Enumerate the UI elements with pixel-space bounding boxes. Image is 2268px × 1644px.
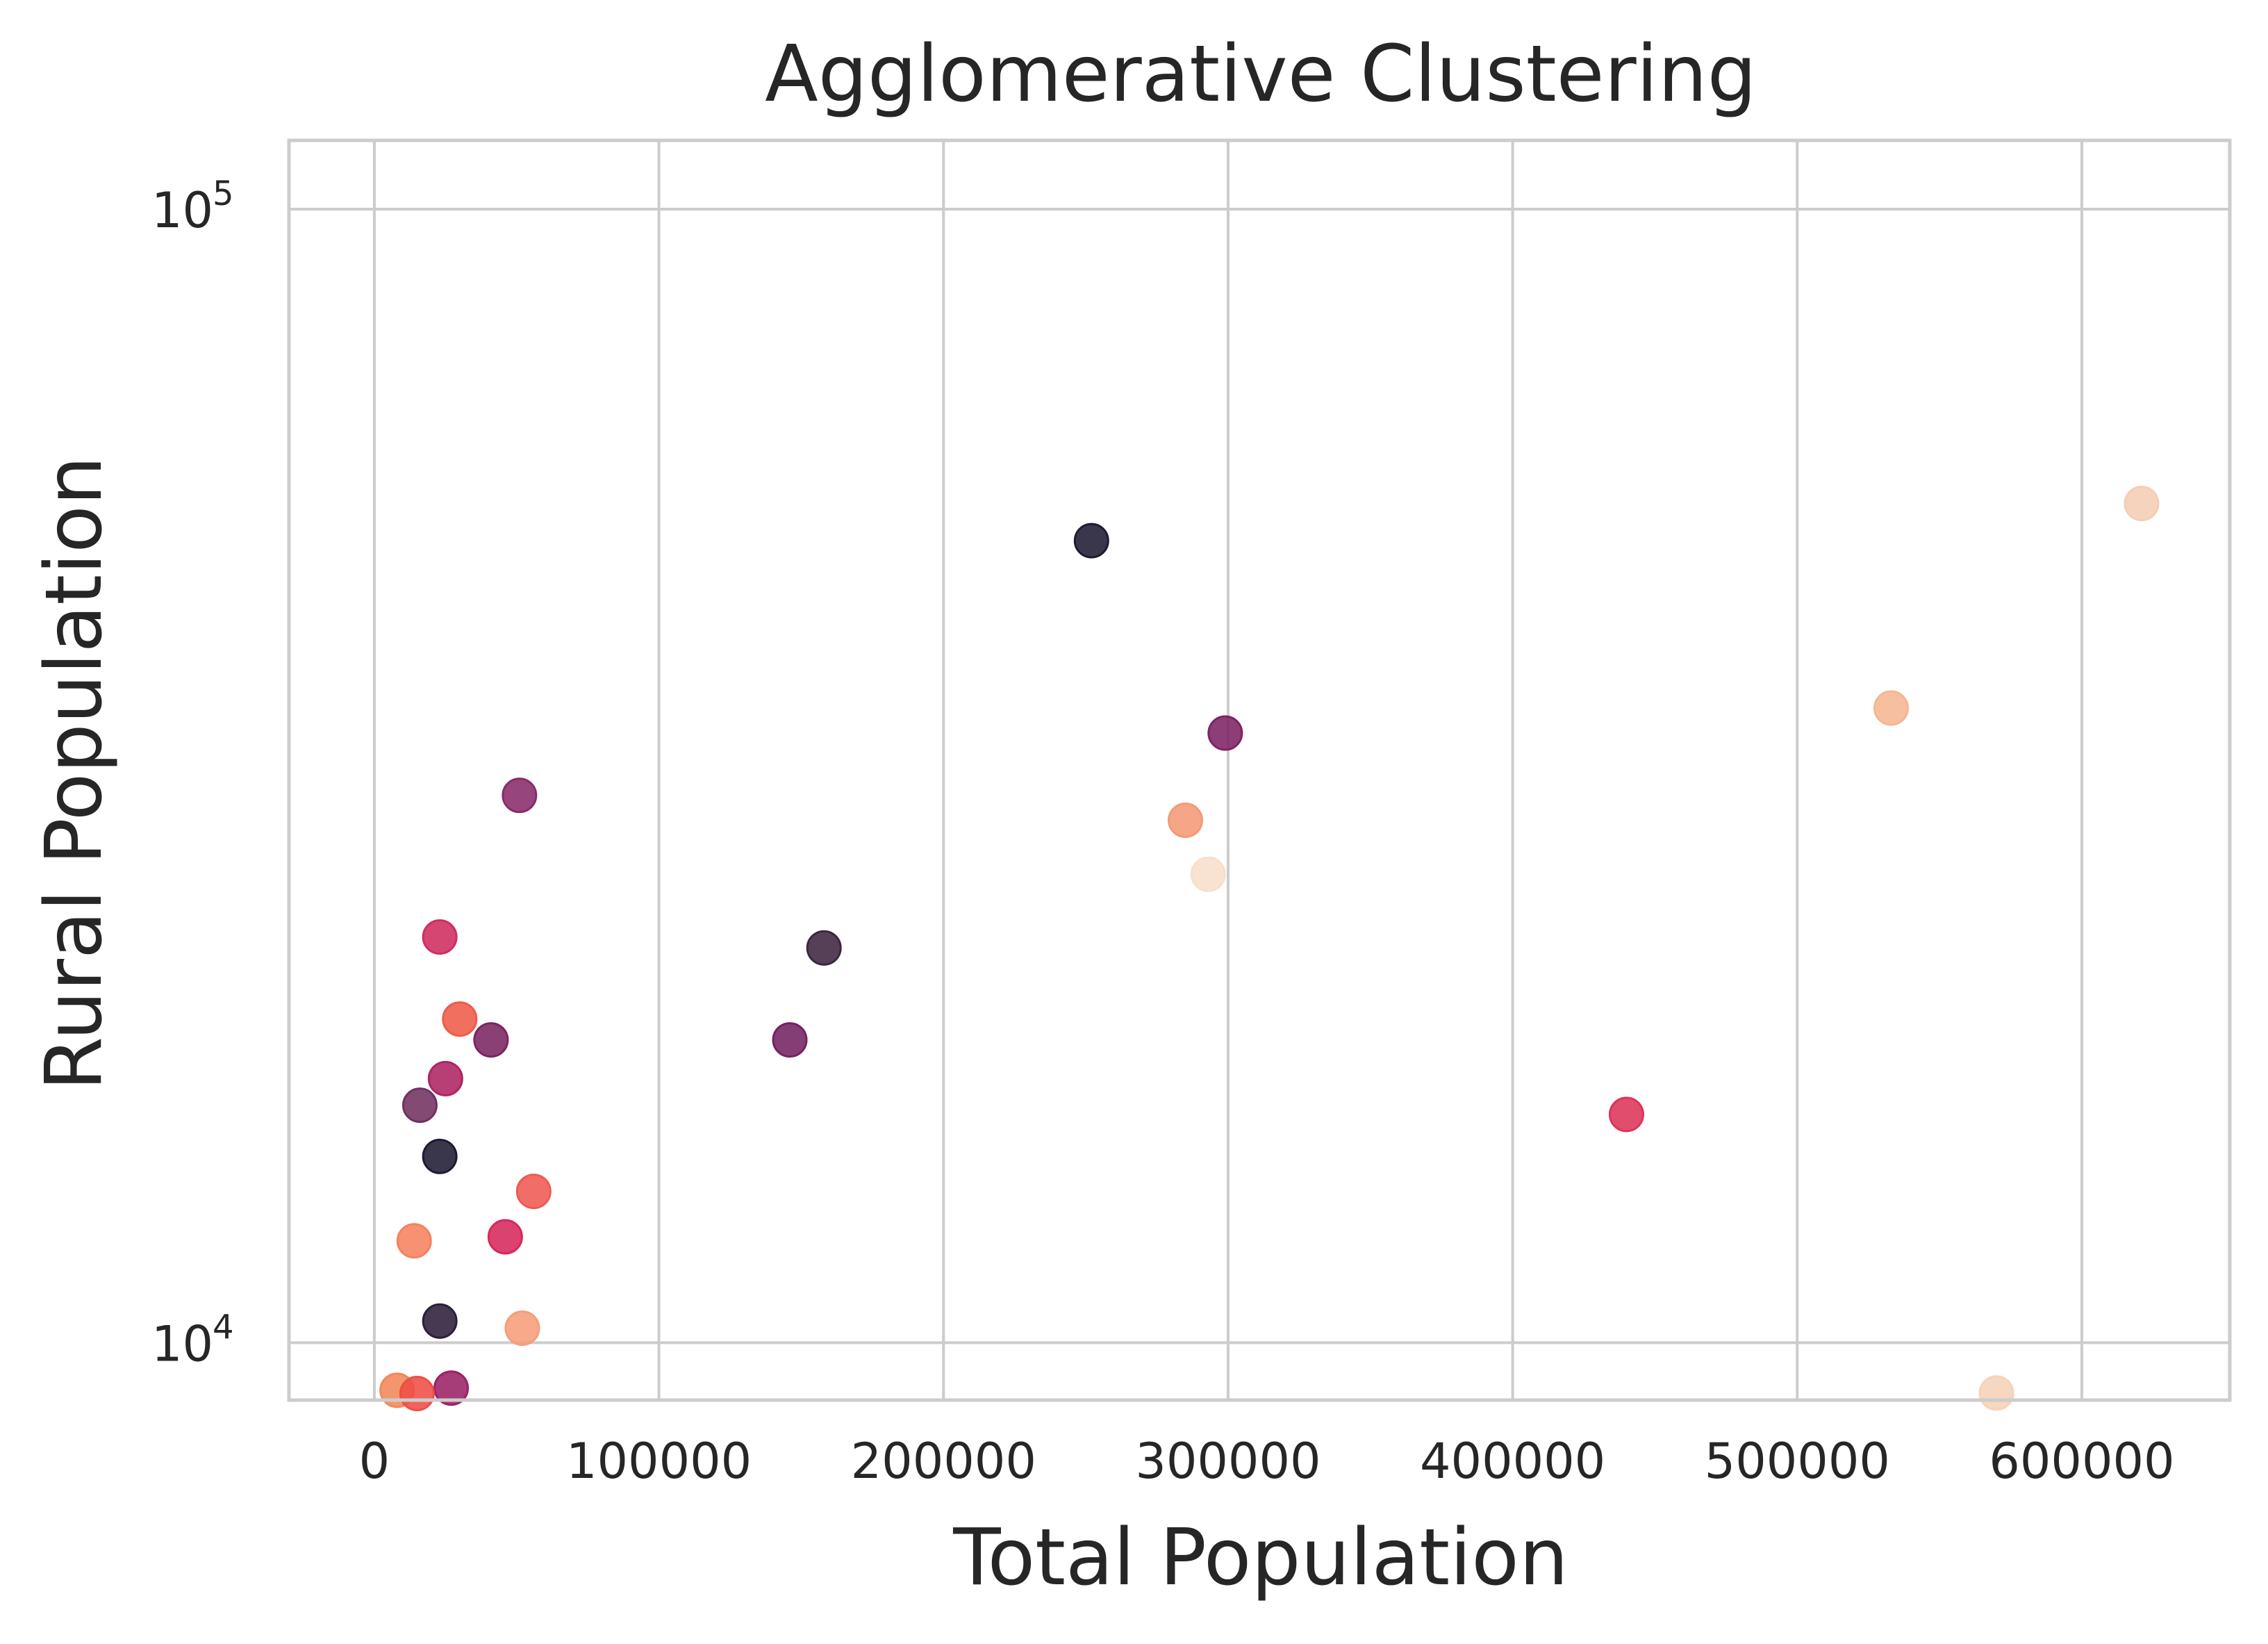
- x-axis-label: Total Population: [952, 1513, 1568, 1603]
- x-tick-label: 600000: [1989, 1433, 2174, 1490]
- x-tick-label: 500000: [1705, 1433, 1890, 1490]
- data-point-2: [1873, 690, 1909, 726]
- y-tick-exponent: 5: [213, 174, 234, 213]
- data-point-6: [1190, 856, 1226, 892]
- data-point-0: [1073, 523, 1109, 559]
- x-tick-label: 0: [359, 1433, 390, 1490]
- y-tick-label: 104: [151, 1308, 234, 1372]
- data-point-10: [772, 1022, 808, 1058]
- data-point-1: [2124, 486, 2160, 522]
- data-point-8: [422, 919, 458, 955]
- x-tick-labels: 0 100000 200000 300000 400000 500000 600000: [359, 1433, 2175, 1490]
- data-point-15: [422, 1138, 458, 1174]
- x-tick-label: 200000: [851, 1433, 1036, 1490]
- data-point-21: [433, 1370, 470, 1406]
- data-point-12: [427, 1060, 463, 1096]
- x-tick-label: 300000: [1135, 1433, 1321, 1490]
- data-point-17: [487, 1219, 523, 1255]
- chart-title: Agglomerative Clustering: [765, 29, 1757, 120]
- data-point-4: [502, 778, 538, 814]
- data-point-5: [1167, 803, 1203, 839]
- grid-lines: [289, 140, 2230, 1400]
- data-point-7: [806, 930, 842, 966]
- x-tick-label: 100000: [566, 1433, 752, 1490]
- data-point-18: [396, 1223, 432, 1259]
- data-point-19: [422, 1303, 458, 1339]
- data-point-14: [402, 1087, 438, 1124]
- data-point-23: [399, 1376, 435, 1412]
- data-point-11: [473, 1022, 509, 1058]
- plot-area-frame: [287, 138, 2232, 1402]
- data-point-3: [1207, 715, 1243, 751]
- data-point-13: [1608, 1096, 1644, 1133]
- data-point-20: [504, 1310, 540, 1346]
- y-tick-base: 10: [151, 182, 213, 239]
- data-points: [379, 486, 2160, 1412]
- y-axis-label: Rural Population: [29, 456, 119, 1091]
- data-point-24: [1978, 1375, 2014, 1411]
- y-tick-base: 10: [151, 1315, 213, 1372]
- data-point-9: [442, 1001, 478, 1037]
- data-point-16: [515, 1174, 552, 1210]
- y-tick-exponent: 4: [213, 1308, 234, 1347]
- y-tick-label: 105: [151, 174, 234, 239]
- x-tick-label: 400000: [1420, 1433, 1605, 1490]
